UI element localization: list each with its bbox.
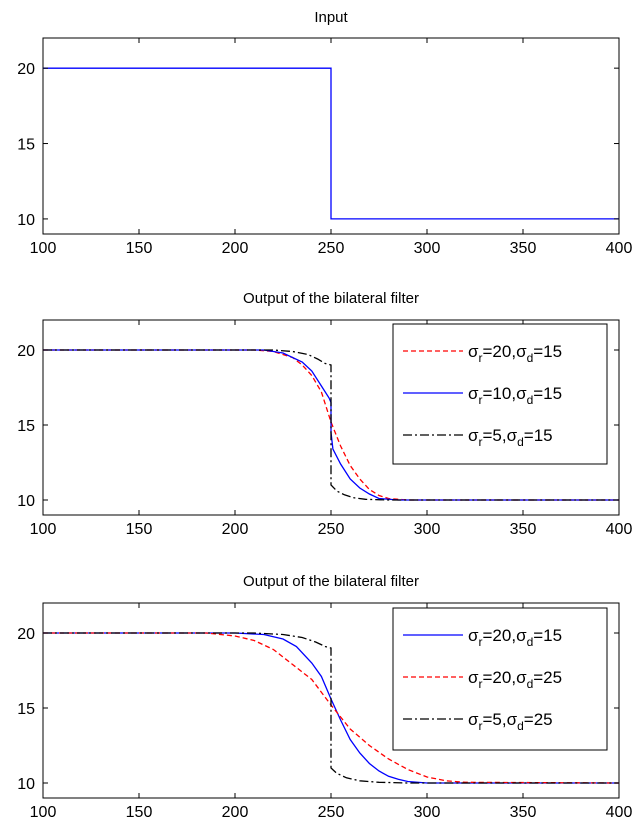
series-group (43, 349, 619, 501)
x-tick-label: 300 (414, 521, 441, 538)
legend-label: σr=20,σd=15 (468, 626, 562, 649)
series-line-1 (43, 67, 619, 220)
series-line-1 (43, 349, 619, 501)
legend-label: σr=5,σd=25 (468, 710, 553, 733)
y-tick-label: 15 (17, 418, 35, 435)
legend-label: σr=5,σd=15 (468, 426, 553, 449)
x-tick-label: 200 (222, 240, 249, 257)
x-tick-label: 250 (318, 521, 345, 538)
x-tick-label: 250 (318, 804, 345, 821)
legend-box (392, 607, 608, 751)
y-tick-label: 10 (17, 776, 35, 793)
x-tick-label: 200 (222, 804, 249, 821)
y-tick-label: 10 (17, 212, 35, 229)
x-tick-label: 150 (126, 804, 153, 821)
x-tick-label: 350 (510, 240, 537, 257)
x-tick-label: 200 (222, 521, 249, 538)
x-tick-label: 300 (414, 240, 441, 257)
y-tick-label: 20 (17, 626, 35, 643)
chart-panel-input: Input 100 150 200 250 300 350 400 10 15 20 (17, 9, 632, 257)
x-tick-label: 300 (414, 804, 441, 821)
x-tick-label: 400 (606, 804, 633, 821)
chart-panel-output-2: Output of the bilateral filter 100 150 200… (17, 573, 632, 821)
series-line-3 (43, 632, 619, 784)
legend: σr=20,σd=15 σr=10,σd=15 σr=5,σd=15 (392, 323, 608, 465)
x-tick-label: 250 (318, 240, 345, 257)
tick-group: 100 150 200 250 300 350 400 10 15 20 (17, 320, 632, 538)
x-tick-label: 100 (30, 240, 57, 257)
tick-group: 100 150 200 250 300 350 400 10 15 20 (17, 38, 632, 257)
y-tick-label: 10 (17, 493, 35, 510)
legend: σr=20,σd=15 σr=20,σd=25 σr=5,σd=25 (392, 607, 608, 751)
series-line-2 (43, 632, 620, 784)
chart-title: Output of the bilateral filter (243, 573, 419, 590)
tick-group: 100 150 200 250 300 350 400 10 15 20 (17, 603, 632, 821)
legend-label: σr=20,σd=25 (468, 668, 562, 691)
x-tick-label: 400 (606, 240, 633, 257)
legend-box (392, 323, 608, 465)
series-group (43, 67, 619, 220)
series-group (43, 632, 620, 784)
x-tick-label: 350 (510, 804, 537, 821)
x-tick-label: 350 (510, 521, 537, 538)
chart-panel-output-1: Output of the bilateral filter 100 150 200… (17, 290, 632, 538)
y-tick-label: 15 (17, 137, 35, 154)
series-line-3 (43, 349, 619, 501)
x-tick-label: 150 (126, 521, 153, 538)
legend-label: σr=20,σd=15 (468, 342, 562, 365)
x-tick-label: 100 (30, 804, 57, 821)
y-tick-label: 20 (17, 343, 35, 360)
chart-title: Output of the bilateral filter (243, 290, 419, 307)
series-line-1 (43, 632, 619, 784)
y-tick-label: 20 (17, 61, 35, 78)
legend-label: σr=10,σd=15 (468, 384, 562, 407)
x-tick-label: 400 (606, 521, 633, 538)
x-tick-label: 100 (30, 521, 57, 538)
y-tick-label: 15 (17, 701, 35, 718)
x-tick-label: 150 (126, 240, 153, 257)
chart-title: Input (314, 9, 348, 26)
